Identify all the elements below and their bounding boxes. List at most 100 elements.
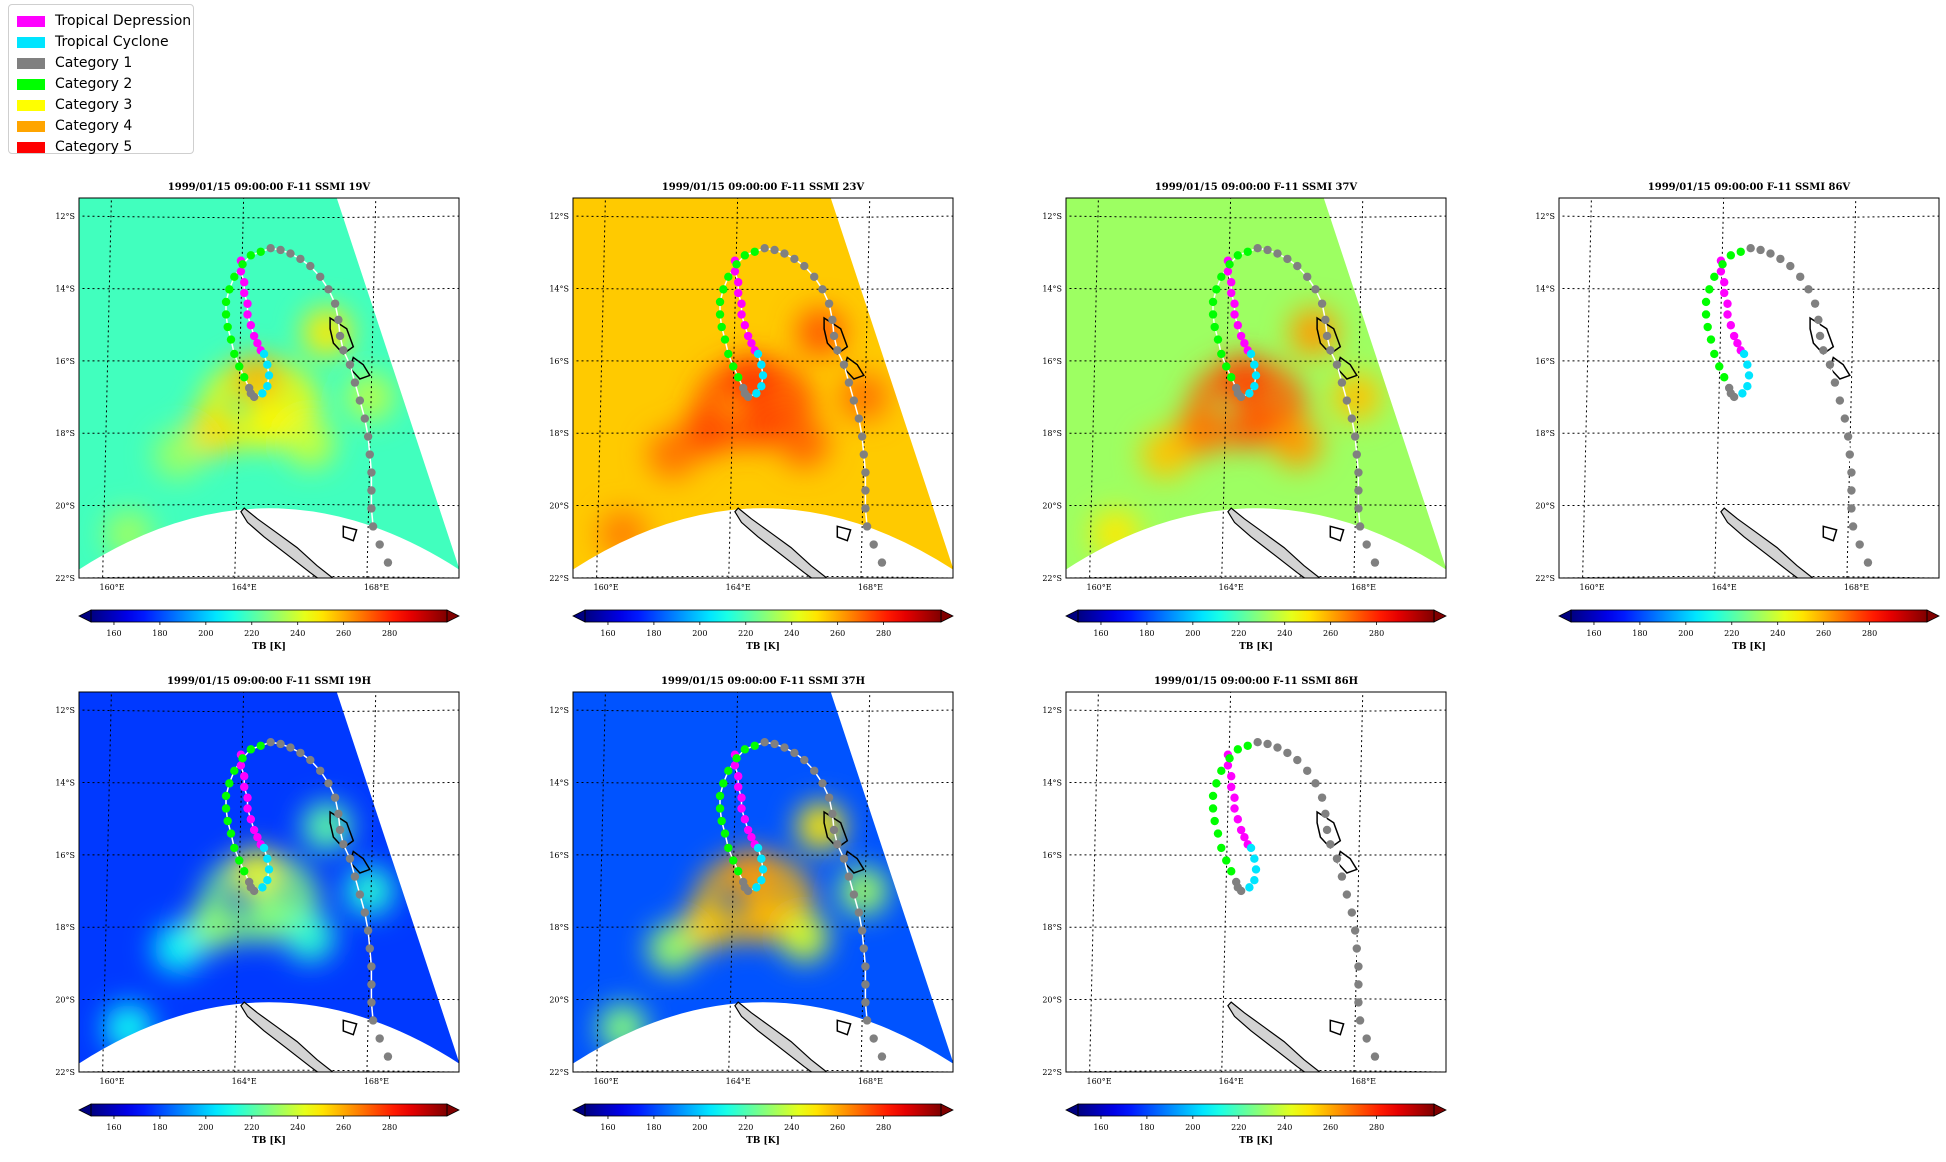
colorbar-tick-label: 160: [106, 1123, 121, 1132]
track-point: [1208, 804, 1218, 813]
colorbar-tick-label: 240: [1770, 629, 1785, 638]
track-point: [861, 468, 870, 477]
track-point: [230, 349, 239, 359]
panel-title: 1999/01/15 09:00:00 F-11 SSMI 86H: [1154, 676, 1358, 687]
colorbar: 160 180 200 220 240 260 280 TB [K]: [78, 609, 460, 652]
colorbar-max-arrow: [1926, 609, 1940, 623]
track-point: [1715, 362, 1724, 371]
track-point: [1815, 331, 1825, 341]
meridian: [596, 692, 606, 1072]
track-point: [1233, 251, 1243, 260]
track-point: [747, 832, 756, 842]
lat-tick-label: 20°S: [55, 996, 75, 1005]
legend-entry: Tropical Depression: [17, 11, 191, 31]
colorbar-gradient: [1571, 610, 1927, 622]
track-point: [740, 251, 750, 260]
colorbar-max-arrow: [446, 1103, 460, 1117]
colorbar-tick-label: 240: [290, 1123, 305, 1132]
tb-feature: [286, 419, 335, 468]
track-point: [715, 804, 725, 813]
colorbar: 160 180 200 220 240 260 280 TB [K]: [572, 1103, 954, 1146]
track-point: [1350, 926, 1360, 935]
parallel: [1066, 287, 1446, 290]
track-point: [737, 310, 746, 319]
lat-tick-label: 18°S: [55, 923, 75, 932]
colorbar-gradient: [585, 610, 941, 622]
lon-tick-label: 164°E: [726, 583, 751, 592]
track-point: [1736, 247, 1745, 256]
track-point: [737, 299, 746, 308]
track-point: [240, 278, 249, 287]
track-point: [296, 254, 305, 264]
track-point: [1354, 962, 1363, 971]
track-point: [1250, 876, 1259, 885]
track-point: [243, 310, 252, 319]
axes-frame: [1065, 691, 1447, 1073]
track-point: [266, 243, 275, 253]
track-point: [1706, 335, 1716, 344]
lon-tick-label: 160°E: [1086, 1077, 1111, 1086]
parallel: [1559, 215, 1939, 219]
track-point: [800, 755, 809, 765]
tb-feature: [154, 924, 203, 973]
track-point: [246, 815, 256, 824]
track-point: [1311, 779, 1320, 788]
lat-tick-label: 22°S: [549, 1068, 569, 1077]
track-point: [1703, 322, 1712, 332]
colorbar-tick-label: 200: [1185, 1123, 1200, 1132]
parallel: [1066, 709, 1446, 713]
track-point: [1847, 504, 1856, 513]
parallel: [1559, 575, 1939, 578]
track-point: [1352, 944, 1361, 953]
parallel: [573, 432, 953, 434]
track-point: [1776, 254, 1785, 264]
track-point: [1243, 741, 1252, 750]
parallel: [573, 215, 953, 219]
island-new-caledonia: [1720, 507, 1814, 578]
colorbar-tick-label: 260: [1323, 1123, 1338, 1132]
track-point: [1227, 867, 1236, 876]
axes-frame: [78, 691, 460, 1073]
panel-86v: 1999/01/15 09:00:00 F-11 SSMI 86V 12°S 14°…: [1535, 182, 1940, 652]
track-point: [757, 382, 766, 391]
legend-label: Tropical Depression: [55, 13, 192, 29]
lat-tick-label: 18°S: [549, 429, 569, 438]
track-point: [734, 288, 743, 298]
colorbar-label: TB [K]: [1239, 1136, 1273, 1146]
track-point: [833, 840, 842, 849]
track-point: [1347, 414, 1357, 423]
track-point: [365, 450, 374, 459]
track-point: [1840, 414, 1850, 423]
track-point: [1705, 285, 1714, 294]
lat-tick-label: 22°S: [549, 574, 569, 583]
track-point: [335, 825, 345, 835]
track-point: [824, 299, 834, 308]
track-point: [1230, 299, 1239, 308]
meridian: [1089, 692, 1099, 1072]
lat-tick-label: 22°S: [1535, 574, 1555, 583]
parallel: [573, 575, 953, 578]
track-point: [861, 486, 870, 495]
track-point: [861, 962, 870, 971]
track-point: [1273, 249, 1282, 258]
track-point: [249, 825, 259, 835]
track-point: [1222, 362, 1231, 371]
colorbar-tick-label: 160: [600, 629, 615, 638]
track-point: [829, 331, 839, 341]
track-point: [1326, 840, 1335, 849]
track-point: [1332, 854, 1342, 863]
parallel: [79, 709, 459, 713]
track-point: [1225, 754, 1234, 763]
track-point: [249, 331, 259, 341]
panel-title: 1999/01/15 09:00:00 F-11 SSMI 19V: [168, 182, 371, 193]
track-point: [240, 772, 249, 781]
track-point: [240, 867, 249, 876]
track-point: [316, 766, 325, 775]
track-point: [367, 504, 376, 513]
colorbar-tick-label: 220: [1231, 629, 1246, 638]
track-point: [1733, 338, 1742, 348]
lat-tick-label: 22°S: [55, 1068, 75, 1077]
colorbar: 160 180 200 220 240 260 280 TB [K]: [78, 1103, 460, 1146]
track-point: [1225, 260, 1234, 269]
colorbar-max-arrow: [940, 609, 954, 623]
